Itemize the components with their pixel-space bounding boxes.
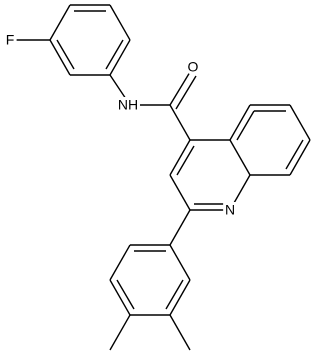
atom-label: O xyxy=(188,59,199,75)
bonds xyxy=(14,4,311,351)
atom-label: F xyxy=(6,32,15,48)
atom-label: NH xyxy=(118,97,138,113)
atom-label: N xyxy=(225,202,235,218)
